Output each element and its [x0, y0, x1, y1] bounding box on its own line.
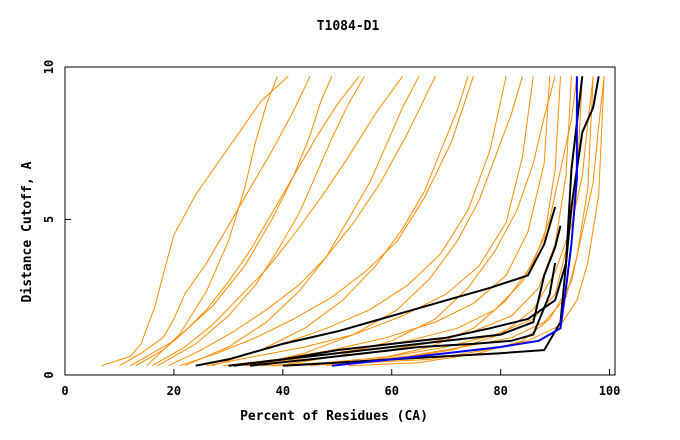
curve-orange-0: [101, 75, 289, 367]
curve-orange-21: [348, 76, 605, 367]
curve-group: [101, 75, 605, 367]
y-axis: 0 5 10: [42, 60, 71, 379]
x-axis-label: Percent of Residues (CA): [240, 409, 428, 424]
curve-orange-10: [244, 76, 572, 367]
curve-orange-19: [309, 76, 578, 367]
x-tick-label: 20: [167, 384, 181, 398]
curve-orange-13: [288, 76, 605, 367]
curve-orange-17: [249, 76, 523, 367]
x-tick-label: 0: [61, 384, 68, 398]
curve-orange-23: [146, 76, 278, 367]
plot-frame: [64, 66, 616, 376]
x-tick-label: 40: [276, 384, 290, 398]
curve-orange-22: [130, 76, 333, 367]
y-tick-label: 10: [42, 60, 56, 74]
curve-orange-16: [211, 76, 469, 367]
y-tick-label: 0: [42, 371, 56, 378]
curve-black-27: [249, 262, 557, 367]
curve-orange-5: [179, 76, 474, 367]
x-tick-label: 60: [385, 384, 399, 398]
curve-orange-3: [151, 76, 404, 367]
y-tick-label: 5: [42, 216, 56, 223]
curve-orange-15: [184, 76, 420, 367]
curve-orange-14: [157, 76, 365, 367]
curve-blue-29: [331, 76, 578, 367]
x-tick-label: 100: [599, 384, 621, 398]
curve-orange-6: [195, 76, 507, 367]
curve-black-24: [195, 206, 557, 367]
x-tick-label: 80: [493, 384, 507, 398]
y-axis-label: Distance Cutoff, A: [20, 161, 35, 302]
curve-orange-4: [168, 76, 436, 367]
x-axis: 0 20 40 60 80 100: [61, 369, 620, 398]
curve-orange-18: [277, 76, 556, 367]
chart-title: T1084-D1: [317, 19, 380, 34]
curve-orange-1: [119, 76, 311, 367]
curve-orange-7: [206, 76, 534, 367]
curve-black-25: [228, 76, 584, 367]
curve-black-26: [233, 225, 562, 367]
curve-orange-20: [326, 76, 594, 367]
